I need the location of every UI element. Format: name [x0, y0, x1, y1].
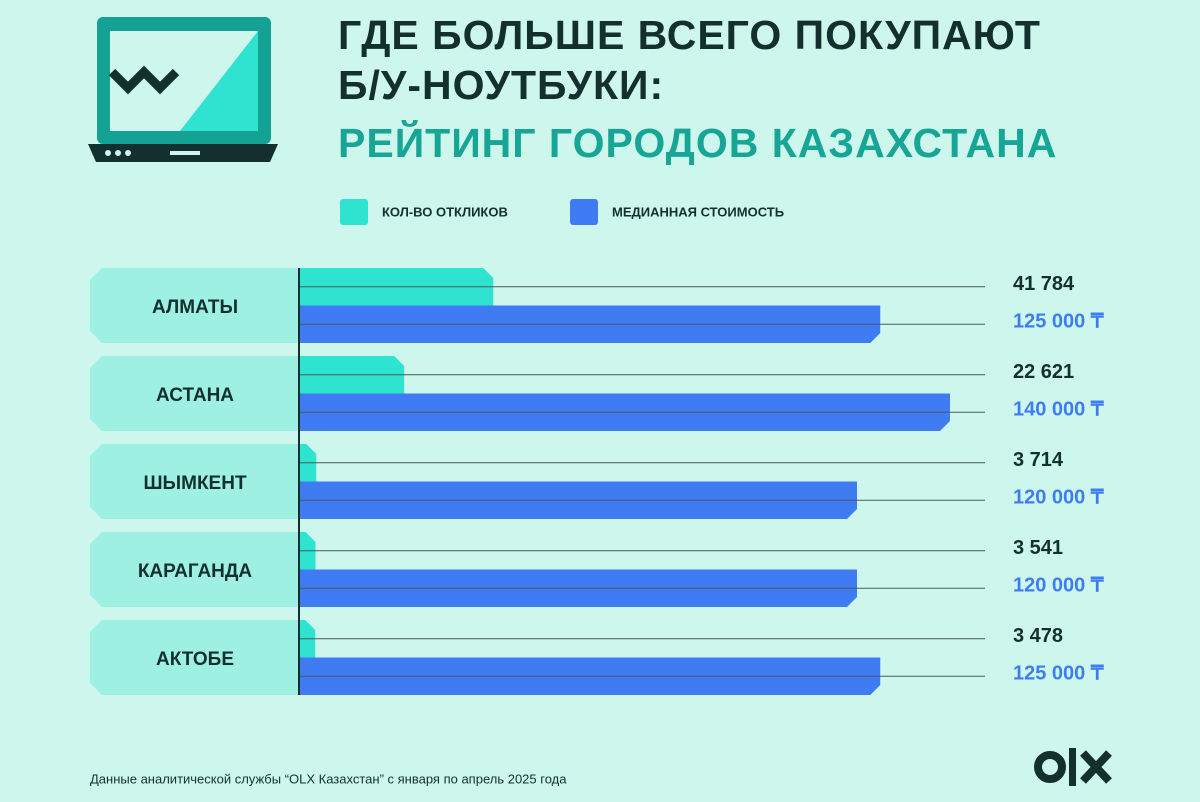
value-label: 120 000 ₸ [1013, 575, 1104, 597]
legend-swatch [570, 199, 598, 225]
category-box [90, 620, 299, 695]
category-box [90, 532, 299, 607]
value-label: 125 000 ₸ [1013, 663, 1104, 685]
olx-logo [1034, 748, 1112, 786]
value-label: 22 621 [1013, 361, 1074, 383]
value-label: 125 000 ₸ [1013, 311, 1104, 333]
value-label: 120 000 ₸ [1013, 487, 1104, 509]
source-note: Данные аналитической службы “OLX Казахст… [90, 771, 567, 786]
value-label: 41 784 [1013, 273, 1075, 295]
category-label: АКТОБЕ [156, 649, 234, 670]
value-label: 3 714 [1013, 449, 1064, 471]
category-box [90, 268, 299, 343]
legend-label: КОЛ-ВО ОТКЛИКОВ [382, 204, 508, 219]
category-box [90, 444, 299, 519]
category-label: АСТАНА [156, 385, 234, 406]
category-label: ШЫМКЕНТ [143, 473, 247, 494]
chart-subtitle: РЕЙТИНГ ГОРОДОВ КАЗАХСТАНА [338, 120, 1057, 166]
category-label: АЛМАТЫ [152, 297, 238, 318]
value-label: 3 478 [1013, 625, 1063, 647]
laptop-icon [88, 17, 278, 162]
value-label: 140 000 ₸ [1013, 399, 1104, 421]
legend-swatch [340, 199, 368, 225]
category-box [90, 356, 299, 431]
legend-label: МЕДИАННАЯ СТОИМОСТЬ [612, 204, 784, 219]
value-label: 3 541 [1013, 537, 1063, 559]
category-label: КАРАГАНДА [138, 561, 253, 582]
chart-title: Б/У-НОУТБУКИ: [338, 62, 664, 108]
chart-title: ГДЕ БОЛЬШЕ ВСЕГО ПОКУПАЮТ [338, 12, 1041, 58]
